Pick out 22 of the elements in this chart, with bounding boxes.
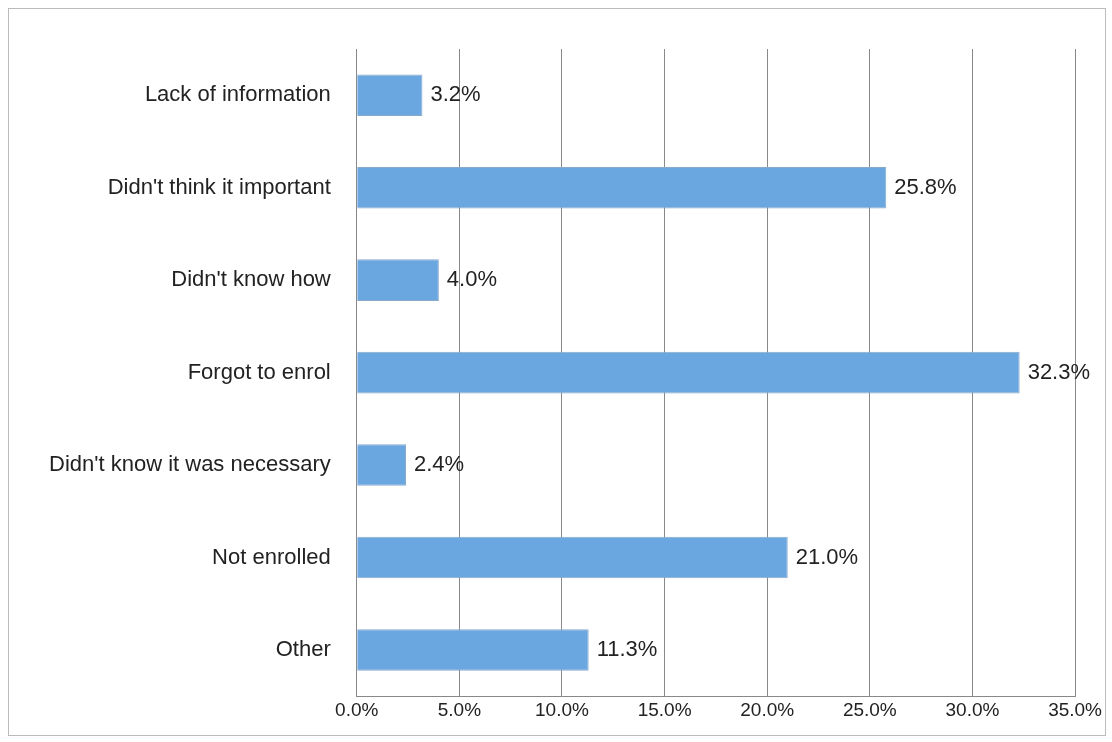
x-tick-label: 30.0% — [945, 698, 1000, 720]
data-label: 25.8% — [894, 173, 957, 199]
x-tick-label: 0.0% — [335, 698, 379, 720]
data-label: 21.0% — [795, 543, 859, 569]
data-label: 32.3% — [1027, 358, 1091, 384]
data-label: 2.4% — [414, 451, 465, 477]
data-label: 11.3% — [596, 636, 658, 662]
data-label: 4.0% — [446, 266, 498, 292]
x-tick-label: 25.0% — [842, 698, 897, 720]
y-tick-label: Didn't know how — [171, 266, 331, 292]
x-tick-label: 20.0% — [740, 698, 795, 720]
y-tick-label: Didn't think it important — [107, 173, 331, 199]
y-tick-label: Other — [275, 636, 331, 662]
y-tick-label: Not enrolled — [212, 543, 331, 569]
data-label: 3.2% — [430, 81, 481, 107]
x-tick-label: 15.0% — [637, 698, 692, 720]
y-tick-label: Didn't know it was necessary — [48, 451, 331, 477]
y-tick-label: Forgot to enrol — [187, 358, 331, 384]
x-tick-label: 5.0% — [437, 698, 482, 720]
x-tick-label: 10.0% — [535, 698, 590, 720]
y-tick-label: Lack of information — [144, 81, 331, 107]
x-tick-label: 35.0% — [1048, 698, 1103, 720]
